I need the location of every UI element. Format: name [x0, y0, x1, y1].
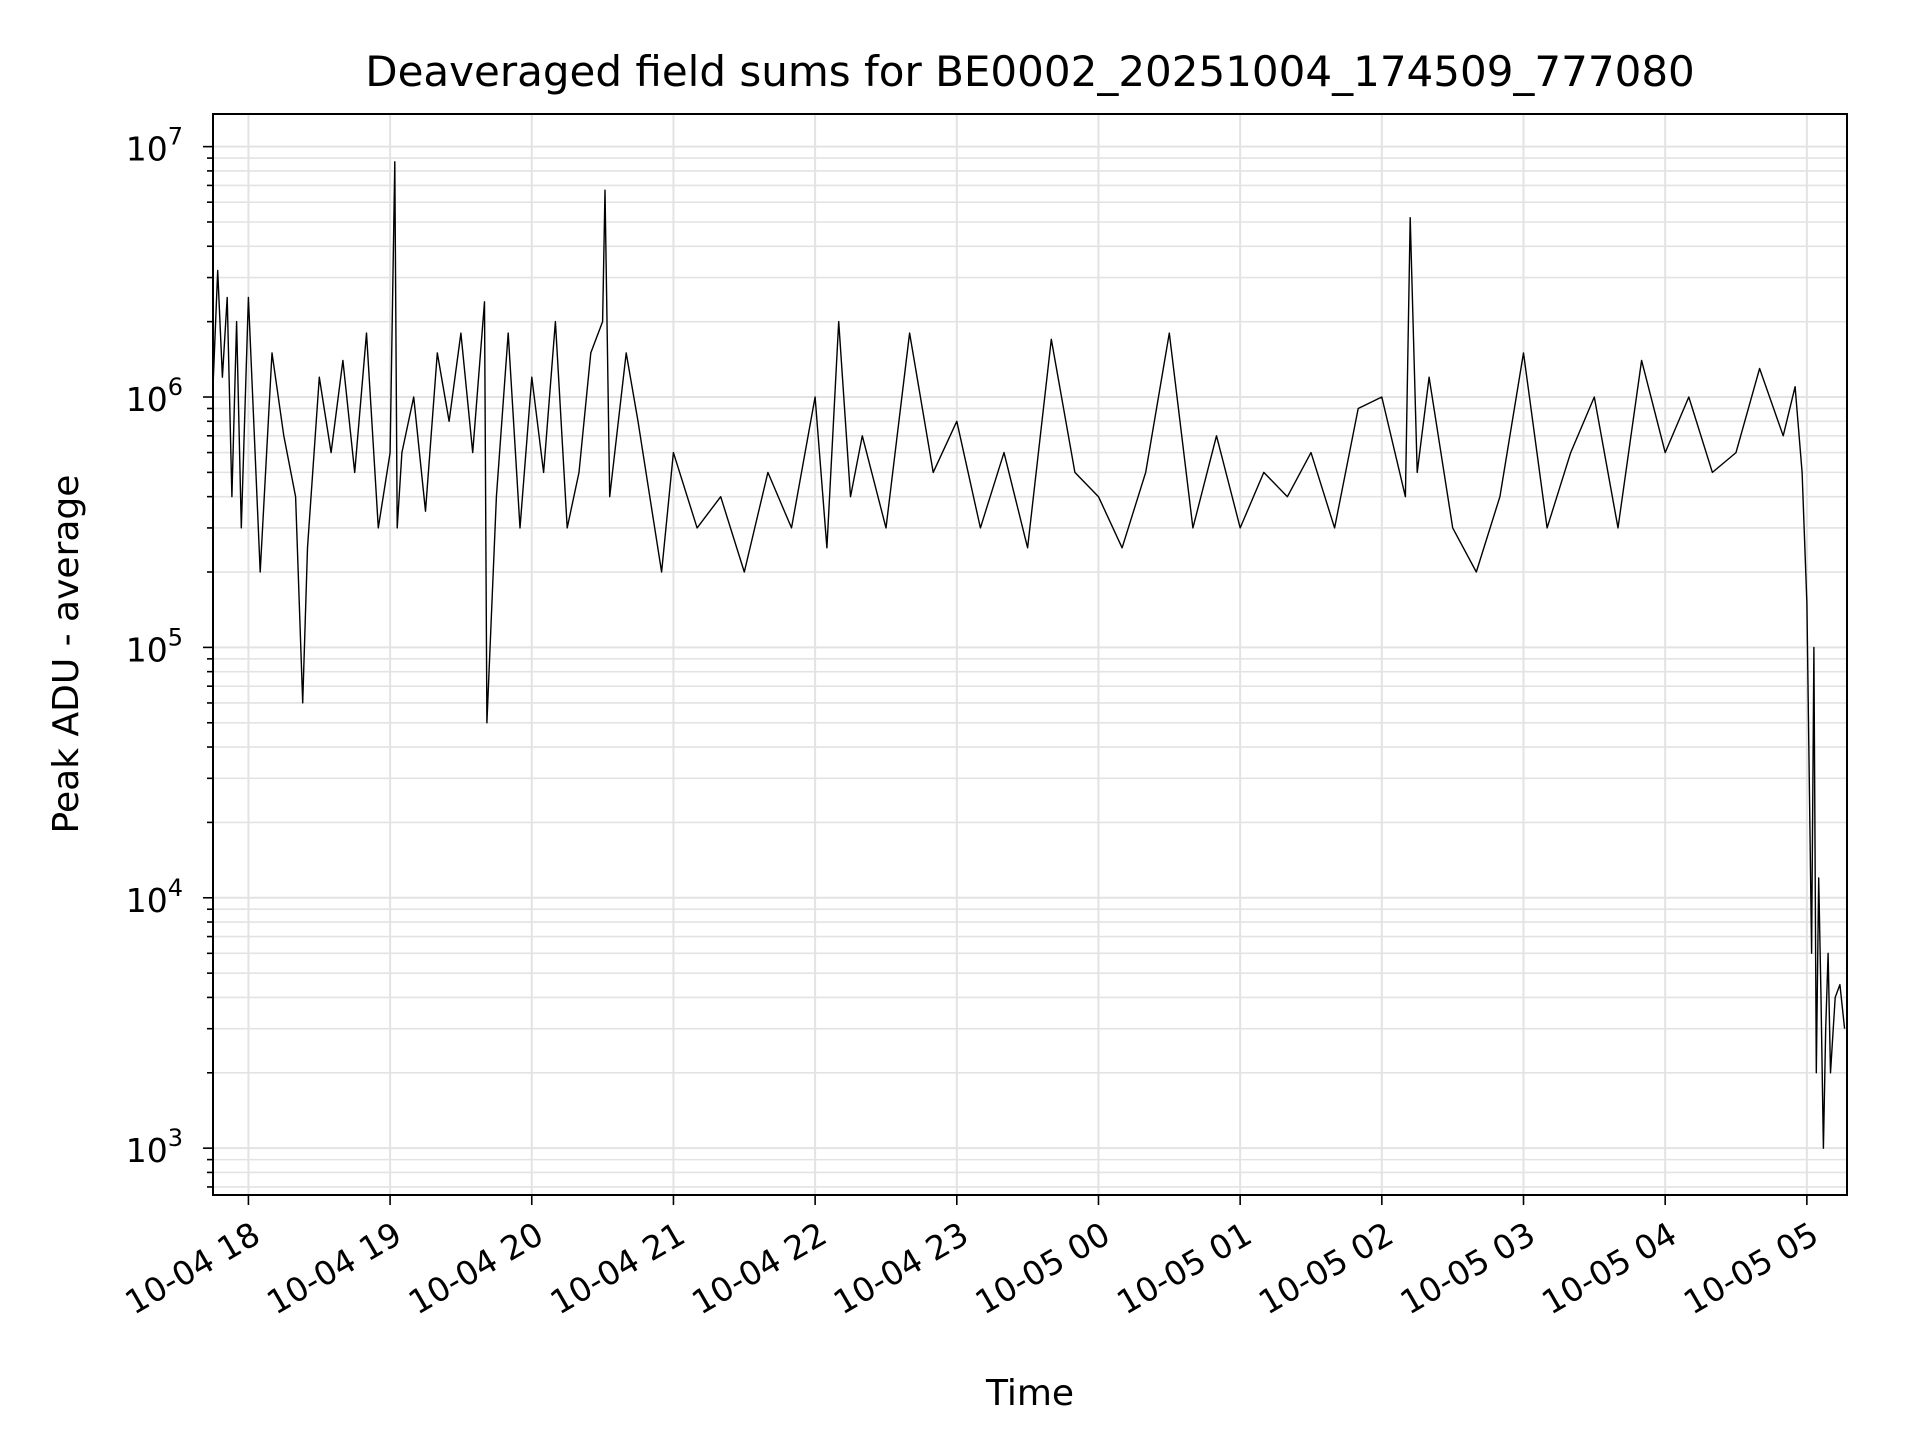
- series-layer: [212, 161, 1846, 1149]
- series-line: [212, 161, 1846, 1149]
- x-axis-label: Time: [985, 1373, 1074, 1414]
- plot-frame: [212, 113, 1848, 1196]
- y-tick-label: 105: [126, 623, 183, 669]
- grid: [213, 114, 1847, 1195]
- chart-title: Deaveraged field sums for BE0002_2025100…: [365, 47, 1695, 96]
- y-tick-label: 106: [126, 373, 183, 419]
- y-axis-label: Peak ADU - average: [46, 475, 87, 834]
- y-tick-label: 103: [126, 1124, 183, 1170]
- y-tick-label: 104: [126, 874, 183, 920]
- y-axis: 103 104 105 106 107: [126, 123, 213, 1188]
- y-tick-label: 107: [126, 123, 183, 169]
